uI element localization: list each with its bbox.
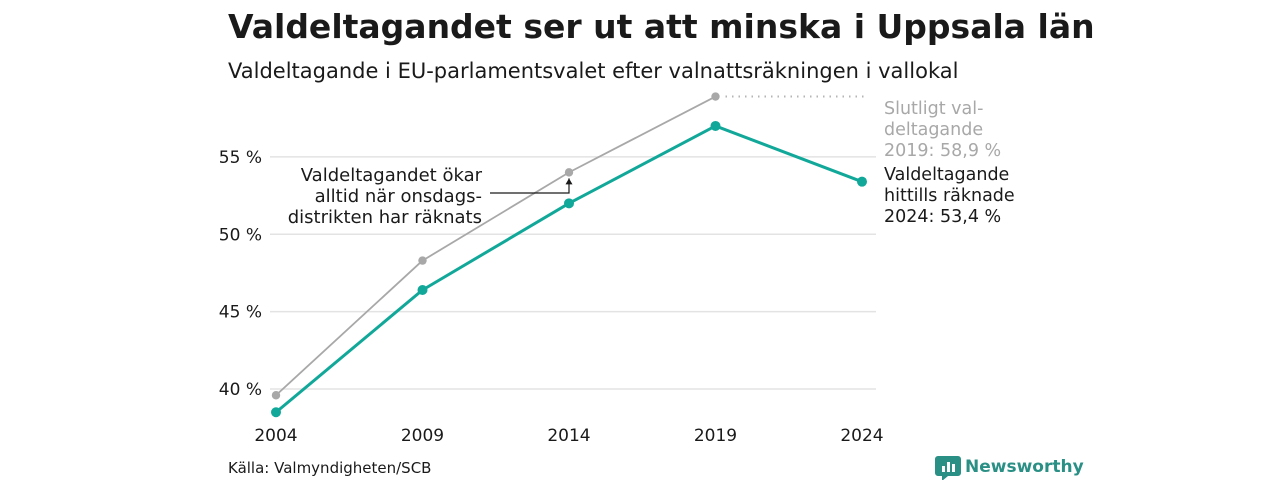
final-label-line-3: 2019: 58,9 % bbox=[884, 141, 1001, 161]
y-tick-label: 45 % bbox=[219, 303, 262, 323]
series-current bbox=[271, 120, 867, 418]
current-label-line-2: hittills räknade bbox=[884, 186, 1015, 206]
data-point-current bbox=[564, 198, 574, 209]
series bbox=[271, 92, 867, 418]
x-tick-label: 2014 bbox=[547, 426, 590, 446]
data-point-final bbox=[271, 391, 281, 400]
data-point-final bbox=[711, 92, 720, 101]
brand-name: Newsworthy bbox=[965, 457, 1084, 477]
current-label-line-1: Valdeltagande bbox=[884, 165, 1009, 185]
data-point-final bbox=[418, 256, 427, 265]
x-tick-label: 2004 bbox=[254, 426, 297, 446]
annotation-line-2: alltid när onsdags- bbox=[315, 186, 482, 207]
x-tick-label: 2019 bbox=[694, 426, 737, 446]
x-axis-ticks: 2004 2009 2014 2019 2024 bbox=[254, 426, 883, 446]
y-tick-label: 40 % bbox=[219, 380, 262, 400]
x-tick-label: 2009 bbox=[401, 426, 444, 446]
data-point-current bbox=[857, 176, 867, 187]
annotation: Valdeltagandet ökar alltid när onsdags- … bbox=[288, 165, 573, 228]
final-label-line-2: deltagande bbox=[884, 120, 983, 140]
current-label-line-3: 2024: 53,4 % bbox=[884, 207, 1001, 227]
series-final bbox=[271, 92, 720, 400]
brand-logo: Newsworthy bbox=[935, 456, 1084, 480]
final-label-line-1: Slutligt val- bbox=[884, 99, 983, 119]
data-point-current bbox=[271, 407, 281, 418]
annotation-line-3: distrikten har räknats bbox=[288, 207, 482, 228]
newsworthy-icon bbox=[935, 456, 961, 480]
annotation-arrow bbox=[490, 178, 570, 194]
data-point-current bbox=[710, 120, 721, 131]
current-series-label: Valdeltagande hittills räknade 2024: 53,… bbox=[884, 165, 1015, 227]
chart-title: Valdeltagandet ser ut att minska i Uppsa… bbox=[228, 7, 1095, 46]
annotation-arrowhead bbox=[565, 178, 573, 185]
y-tick-label: 55 % bbox=[219, 148, 262, 168]
series-line-final bbox=[275, 95, 716, 396]
gridlines bbox=[270, 156, 876, 390]
y-axis-ticks: 40 % 45 % 50 % 55 % bbox=[219, 148, 262, 400]
x-tick-label: 2024 bbox=[840, 426, 883, 446]
data-point-current bbox=[417, 285, 428, 295]
y-tick-label: 50 % bbox=[219, 225, 262, 245]
source-text: Källa: Valmyndigheten/SCB bbox=[228, 459, 431, 477]
chart-subtitle: Valdeltagande i EU-parlamentsvalet efter… bbox=[228, 59, 958, 83]
data-point-final bbox=[564, 168, 574, 177]
final-series-label: Slutligt val- deltagande 2019: 58,9 % bbox=[884, 99, 1001, 161]
annotation-line-1: Valdeltagandet ökar bbox=[301, 165, 483, 186]
